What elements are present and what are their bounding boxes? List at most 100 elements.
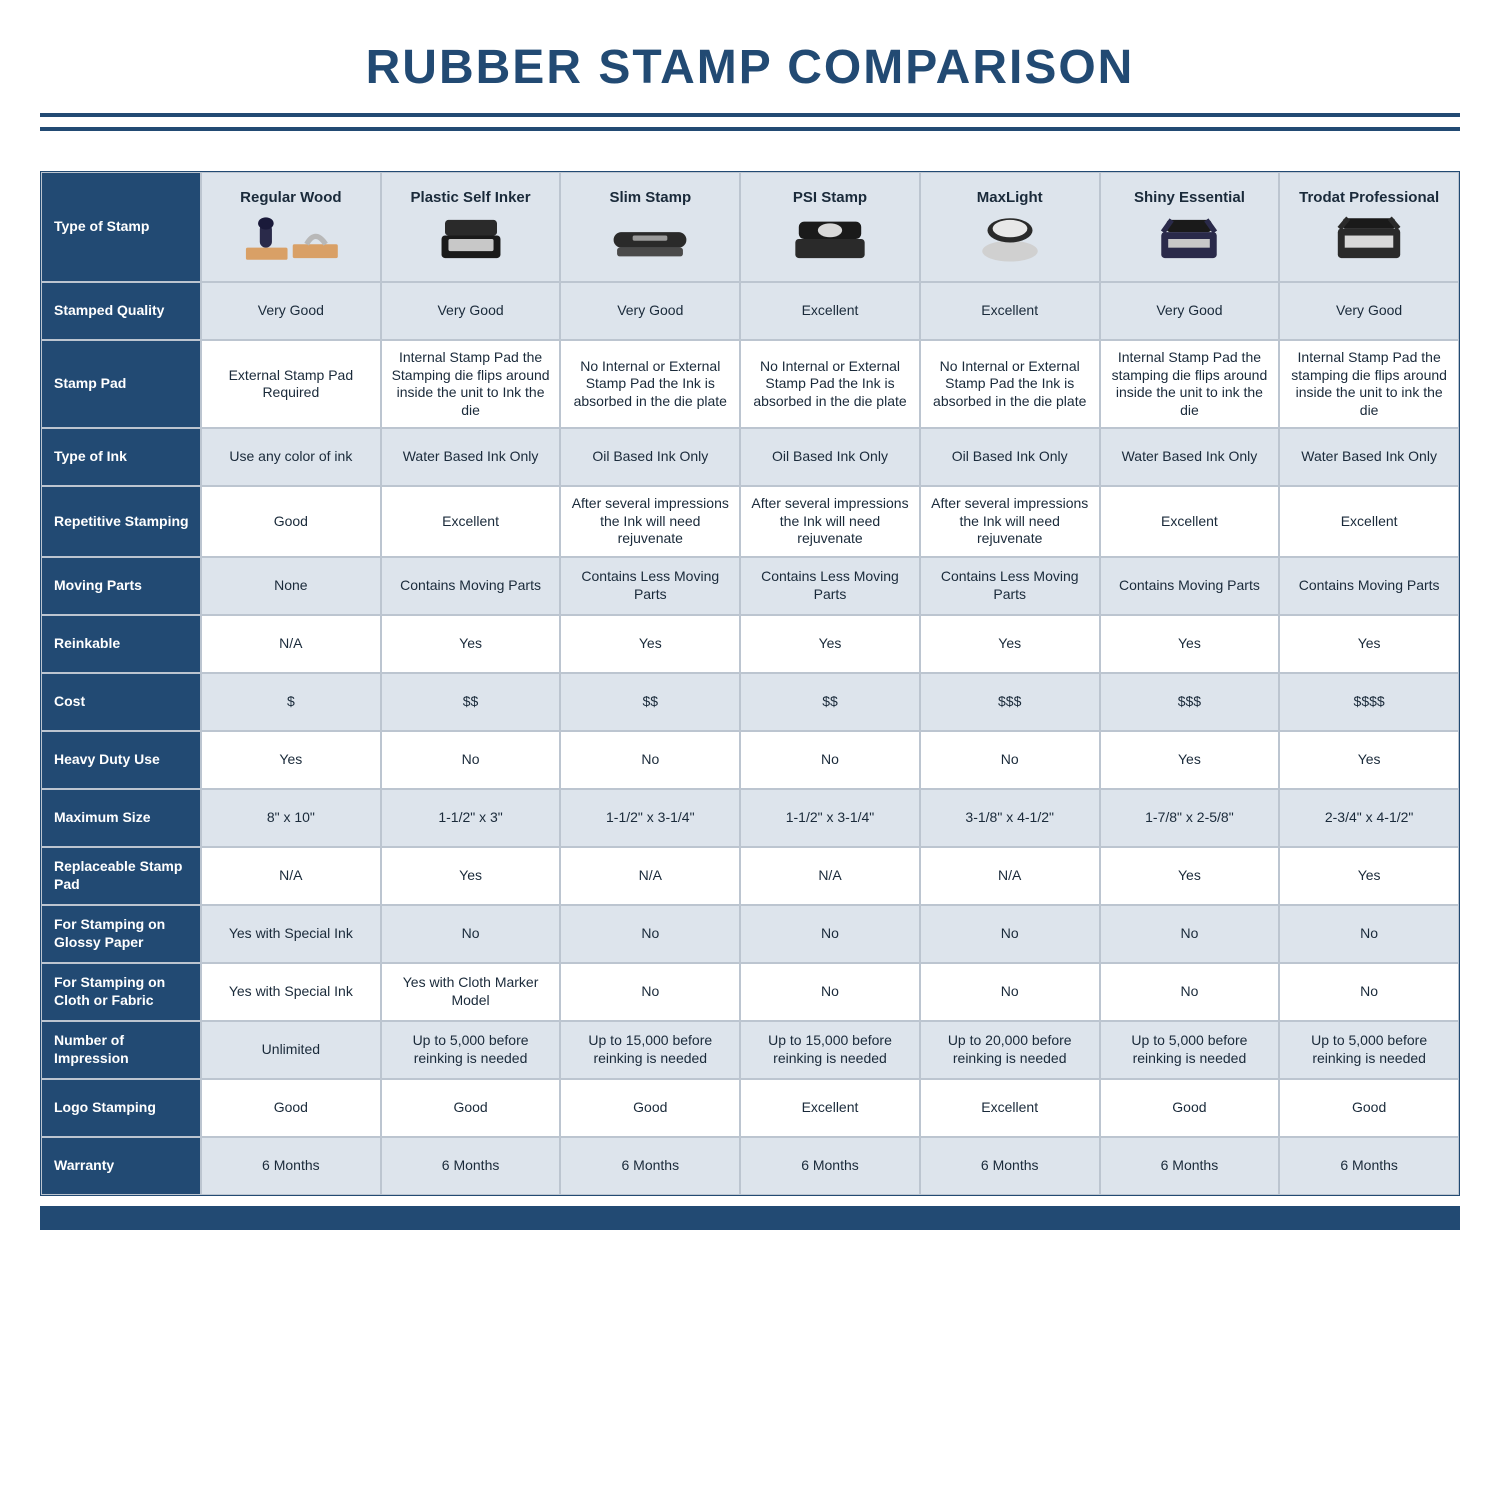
table-cell: Very Good	[1279, 282, 1459, 340]
table-cell: Yes	[1100, 615, 1280, 673]
table-cell: No	[381, 731, 561, 789]
table-cell: Excellent	[740, 282, 920, 340]
table-cell: Good	[201, 1079, 381, 1137]
table-cell: 6 Months	[201, 1137, 381, 1195]
col-header-maxlight: MaxLight	[920, 172, 1100, 282]
table-cell: After several impressions the Ink will n…	[560, 486, 740, 557]
table-cell: Up to 5,000 before reinking is needed	[381, 1021, 561, 1079]
table-cell: 1-1/2" x 3"	[381, 789, 561, 847]
table-cell: 1-1/2" x 3-1/4"	[560, 789, 740, 847]
row-label: Moving Parts	[41, 557, 201, 615]
table-cell: Good	[1279, 1079, 1459, 1137]
table-cell: No	[740, 731, 920, 789]
col-header-plastic-self-inker: Plastic Self Inker	[381, 172, 561, 282]
row-label: Heavy Duty Use	[41, 731, 201, 789]
table-cell: 6 Months	[740, 1137, 920, 1195]
row-label: Warranty	[41, 1137, 201, 1195]
table-cell: Excellent	[381, 486, 561, 557]
table-cell: No Internal or External Stamp Pad the In…	[560, 340, 740, 428]
row-label: Logo Stamping	[41, 1079, 201, 1137]
table-cell: $$	[381, 673, 561, 731]
stamp-icon-shiny	[1134, 213, 1244, 265]
col-header-shiny-essential: Shiny Essential	[1100, 172, 1280, 282]
table-cell: Very Good	[201, 282, 381, 340]
table-cell: Contains Less Moving Parts	[740, 557, 920, 615]
table-cell: 6 Months	[1279, 1137, 1459, 1195]
table-cell: No	[381, 905, 561, 963]
table-cell: Yes	[740, 615, 920, 673]
row-label: For Stamping on Glossy Paper	[41, 905, 201, 963]
table-cell: Yes	[560, 615, 740, 673]
comparison-table: Type of Stamp Regular Wood Plastic Self …	[40, 171, 1460, 1196]
table-cell: Yes	[1279, 615, 1459, 673]
table-cell: No	[920, 963, 1100, 1021]
table-cell: Excellent	[920, 282, 1100, 340]
col-header-trodat: Trodat Professional	[1279, 172, 1459, 282]
col-header-label: Plastic Self Inker	[411, 189, 531, 208]
table-cell: Yes	[201, 731, 381, 789]
stamp-icon-trodat	[1314, 213, 1424, 265]
row-label: Maximum Size	[41, 789, 201, 847]
footer-bar	[40, 1206, 1460, 1230]
table-cell: Yes	[381, 847, 561, 905]
stamp-icon-maxlight	[955, 213, 1065, 265]
table-cell: No Internal or External Stamp Pad the In…	[740, 340, 920, 428]
table-cell: Good	[1100, 1079, 1280, 1137]
table-cell: Yes with Special Ink	[201, 905, 381, 963]
table-cell: $	[201, 673, 381, 731]
table-cell: Water Based Ink Only	[381, 428, 561, 486]
table-cell: Use any color of ink	[201, 428, 381, 486]
table-cell: Oil Based Ink Only	[560, 428, 740, 486]
table-cell: 6 Months	[920, 1137, 1100, 1195]
table-cell: Water Based Ink Only	[1279, 428, 1459, 486]
row-label: Stamp Pad	[41, 340, 201, 428]
col-header-psi-stamp: PSI Stamp	[740, 172, 920, 282]
table-cell: Yes with Cloth Marker Model	[381, 963, 561, 1021]
table-cell: Up to 20,000 before reinking is needed	[920, 1021, 1100, 1079]
stamp-icon-slim	[595, 213, 705, 265]
table-cell: Oil Based Ink Only	[920, 428, 1100, 486]
table-cell: 3-1/8" x 4-1/2"	[920, 789, 1100, 847]
table-cell: No	[1100, 905, 1280, 963]
table-cell: Excellent	[1279, 486, 1459, 557]
table-cell: N/A	[920, 847, 1100, 905]
table-cell: Yes with Special Ink	[201, 963, 381, 1021]
table-cell: After several impressions the Ink will n…	[740, 486, 920, 557]
table-cell: 6 Months	[560, 1137, 740, 1195]
stamp-icon-self-inker	[416, 213, 526, 265]
table-cell: Contains Moving Parts	[1279, 557, 1459, 615]
table-cell: $$$	[920, 673, 1100, 731]
row-label: Replaceable Stamp Pad	[41, 847, 201, 905]
table-cell: Good	[201, 486, 381, 557]
table-cell: Good	[560, 1079, 740, 1137]
table-cell: Water Based Ink Only	[1100, 428, 1280, 486]
table-cell: $$$	[1100, 673, 1280, 731]
table-cell: Yes	[1100, 731, 1280, 789]
row-label: Stamped Quality	[41, 282, 201, 340]
table-cell: Internal Stamp Pad the stamping die flip…	[1279, 340, 1459, 428]
page-title: RUBBER STAMP COMPARISON	[40, 40, 1460, 95]
table-cell: $$	[740, 673, 920, 731]
table-cell: Very Good	[560, 282, 740, 340]
table-cell: Up to 15,000 before reinking is needed	[560, 1021, 740, 1079]
table-cell: Yes	[920, 615, 1100, 673]
stamp-icon-wood	[236, 213, 346, 265]
table-cell: Unlimited	[201, 1021, 381, 1079]
row-label: Cost	[41, 673, 201, 731]
table-cell: No	[1100, 963, 1280, 1021]
table-cell: 8" x 10"	[201, 789, 381, 847]
table-cell: After several impressions the Ink will n…	[920, 486, 1100, 557]
col-header-label: Regular Wood	[240, 189, 341, 208]
table-cell: 2-3/4" x 4-1/2"	[1279, 789, 1459, 847]
table-cell: Up to 15,000 before reinking is needed	[740, 1021, 920, 1079]
table-cell: External Stamp Pad Required	[201, 340, 381, 428]
table-cell: 6 Months	[1100, 1137, 1280, 1195]
table-cell: 1-1/2" x 3-1/4"	[740, 789, 920, 847]
row-label-type: Type of Stamp	[41, 172, 201, 282]
table-cell: Contains Less Moving Parts	[560, 557, 740, 615]
table-cell: No	[740, 905, 920, 963]
table-cell: Contains Less Moving Parts	[920, 557, 1100, 615]
table-cell: N/A	[201, 615, 381, 673]
table-cell: N/A	[560, 847, 740, 905]
table-cell: Excellent	[920, 1079, 1100, 1137]
